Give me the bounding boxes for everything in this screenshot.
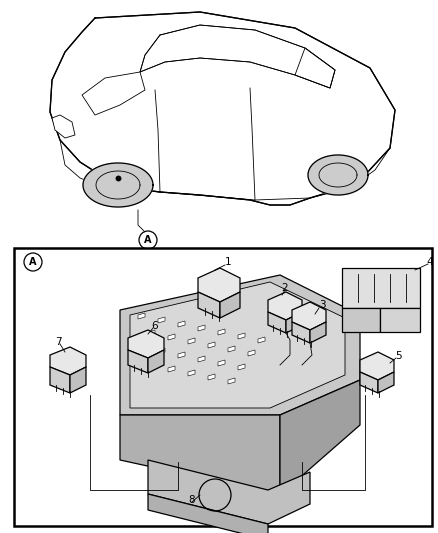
Polygon shape <box>128 350 148 373</box>
Polygon shape <box>208 374 215 380</box>
Polygon shape <box>198 356 205 362</box>
Polygon shape <box>228 378 235 384</box>
Polygon shape <box>50 12 395 205</box>
Polygon shape <box>280 380 360 495</box>
Circle shape <box>24 253 42 271</box>
Polygon shape <box>310 322 326 343</box>
Circle shape <box>139 231 157 249</box>
Polygon shape <box>138 344 145 350</box>
Polygon shape <box>50 347 86 375</box>
Polygon shape <box>52 115 75 138</box>
Text: 1: 1 <box>225 257 231 267</box>
Polygon shape <box>198 325 205 331</box>
Polygon shape <box>218 360 225 366</box>
Polygon shape <box>198 292 220 318</box>
Polygon shape <box>380 308 420 332</box>
Polygon shape <box>238 364 245 370</box>
Polygon shape <box>286 312 302 333</box>
Polygon shape <box>148 330 155 336</box>
Polygon shape <box>83 163 153 207</box>
Polygon shape <box>168 334 175 340</box>
Polygon shape <box>292 302 326 330</box>
Polygon shape <box>140 25 335 88</box>
Text: 5: 5 <box>395 351 401 361</box>
Polygon shape <box>238 333 245 339</box>
Polygon shape <box>308 155 368 195</box>
Polygon shape <box>82 72 145 115</box>
Polygon shape <box>128 330 164 358</box>
Polygon shape <box>148 460 310 524</box>
Polygon shape <box>198 268 240 302</box>
Polygon shape <box>220 292 240 318</box>
Text: 8: 8 <box>189 495 195 505</box>
Text: 3: 3 <box>319 300 325 310</box>
Polygon shape <box>158 317 165 323</box>
Polygon shape <box>158 348 165 354</box>
Polygon shape <box>342 268 420 308</box>
Polygon shape <box>138 313 145 319</box>
Polygon shape <box>120 275 360 415</box>
Polygon shape <box>228 346 235 352</box>
Polygon shape <box>378 372 394 393</box>
Polygon shape <box>168 366 175 372</box>
Polygon shape <box>218 329 225 335</box>
Polygon shape <box>148 350 164 373</box>
Polygon shape <box>120 415 280 495</box>
Text: 7: 7 <box>55 337 61 347</box>
Polygon shape <box>70 367 86 393</box>
Polygon shape <box>148 494 268 533</box>
Polygon shape <box>188 370 195 376</box>
Polygon shape <box>342 308 380 332</box>
Polygon shape <box>130 282 345 408</box>
Polygon shape <box>148 362 155 368</box>
Polygon shape <box>295 48 335 88</box>
Text: 2: 2 <box>282 283 288 293</box>
Text: 4: 4 <box>427 257 433 267</box>
Polygon shape <box>188 338 195 344</box>
Polygon shape <box>292 322 310 343</box>
Polygon shape <box>268 292 302 320</box>
Text: A: A <box>144 235 152 245</box>
Polygon shape <box>208 342 215 348</box>
Polygon shape <box>360 372 378 393</box>
Text: A: A <box>29 257 37 267</box>
Text: 6: 6 <box>152 321 158 331</box>
Bar <box>14 248 432 526</box>
Polygon shape <box>50 367 70 393</box>
Polygon shape <box>178 321 185 327</box>
Polygon shape <box>178 352 185 358</box>
Polygon shape <box>268 312 286 333</box>
Polygon shape <box>258 337 265 343</box>
Polygon shape <box>360 352 394 380</box>
Polygon shape <box>248 350 255 356</box>
